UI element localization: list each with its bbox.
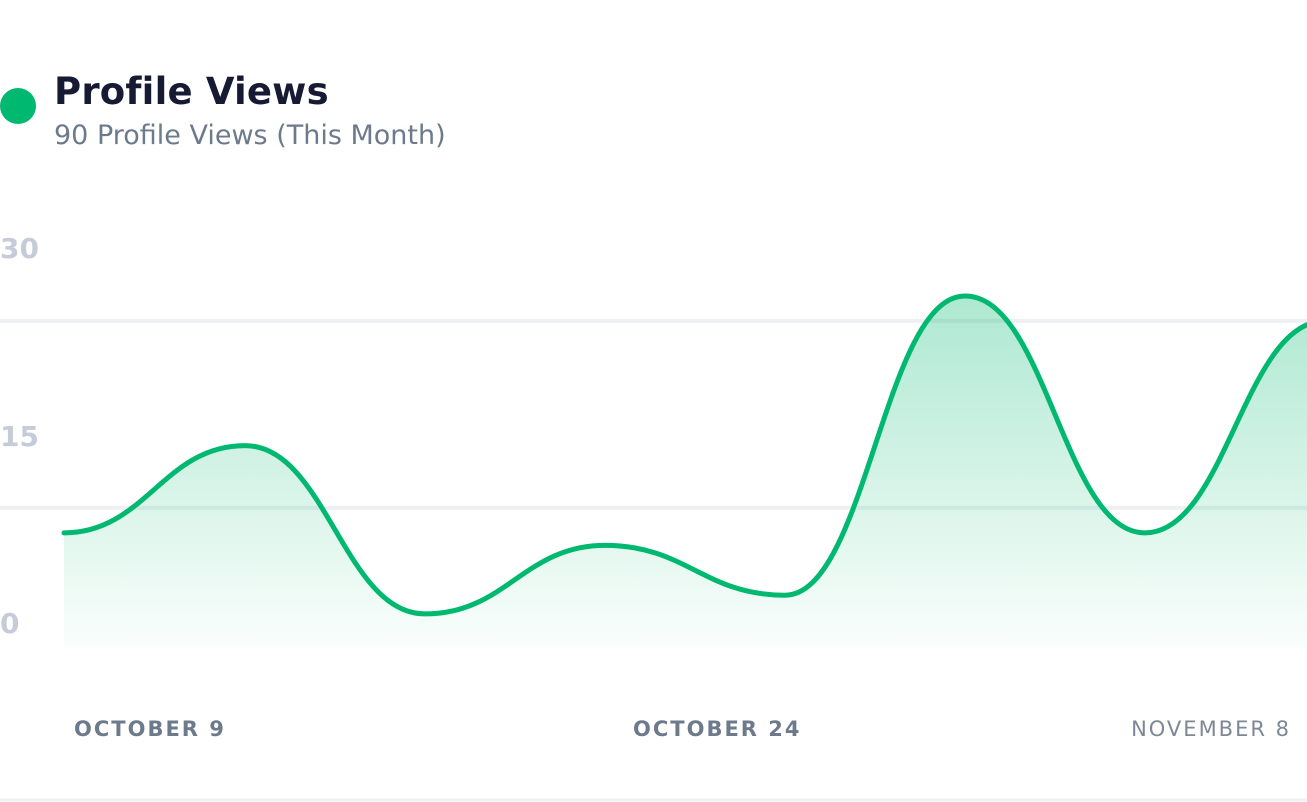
y-tick-label: 15	[0, 420, 39, 453]
y-tick-label: 0	[0, 607, 19, 640]
y-tick-label: 30	[0, 232, 39, 265]
x-tick-label: OCTOBER 24	[633, 717, 802, 741]
x-tick-label: NOVEMBER 8	[1131, 717, 1291, 741]
x-axis: OCTOBER 9 OCTOBER 24 NOVEMBER 8	[74, 717, 1291, 741]
x-tick-label: OCTOBER 9	[74, 717, 226, 741]
chart-subtitle: 90 Profile Views (This Month)	[54, 120, 446, 151]
line-layer	[61, 293, 1307, 617]
chart-title: Profile Views	[54, 70, 329, 113]
y-axis: 30 15 0	[0, 232, 39, 640]
legend-dot-icon	[0, 88, 36, 124]
series-line-profile-views	[61, 293, 1307, 617]
area-layer	[64, 296, 1307, 648]
series-area-fill	[64, 296, 1307, 648]
